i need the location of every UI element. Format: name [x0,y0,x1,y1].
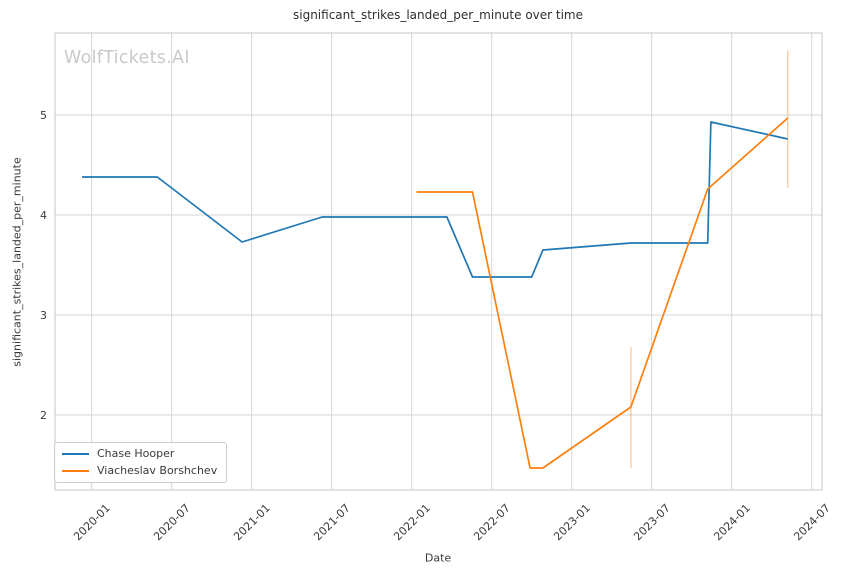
x-tick-label: 2024-07 [791,502,833,544]
y-tick-label: 4 [40,209,47,222]
x-tick-label: 2023-01 [551,502,593,544]
series-line-viacheslav-borshchev [416,117,789,469]
x-tick-label: 2022-07 [471,502,513,544]
x-tick-label: 2023-07 [631,502,673,544]
y-tick-label: 2 [40,409,47,422]
legend-label: Chase Hooper [97,447,175,460]
chart-title: significant_strikes_landed_per_minute ov… [292,8,584,22]
x-tick-label: 2022-01 [391,502,433,544]
legend-item-viacheslav-borshchev: Viacheslav Borshchev [62,464,217,477]
legend-item-chase-hooper: Chase Hooper [62,447,217,460]
plot-background [55,33,822,490]
legend-label: Viacheslav Borshchev [97,464,218,477]
x-axis-label: Date [424,551,452,565]
x-tick-label: 2021-07 [311,502,353,544]
x-tick-label: 2020-01 [71,502,113,544]
x-tick-label: 2020-07 [151,502,193,544]
series-line-chase-hooper [82,121,788,278]
y-tick-label: 5 [40,109,47,122]
watermark: WolfTickets.AI [64,48,190,68]
legend-line-swatch-blue [62,452,89,455]
plot-border [54,32,823,491]
x-tick-label: 2024-01 [711,502,753,544]
y-tick-label: 3 [40,309,47,322]
legend-line-swatch-orange [62,469,89,472]
x-tick-label: 2021-01 [231,502,273,544]
y-axis-label: significant_strikes_landed_per_minute [10,157,24,367]
legend: Chase Hooper Viacheslav Borshchev [54,442,228,483]
